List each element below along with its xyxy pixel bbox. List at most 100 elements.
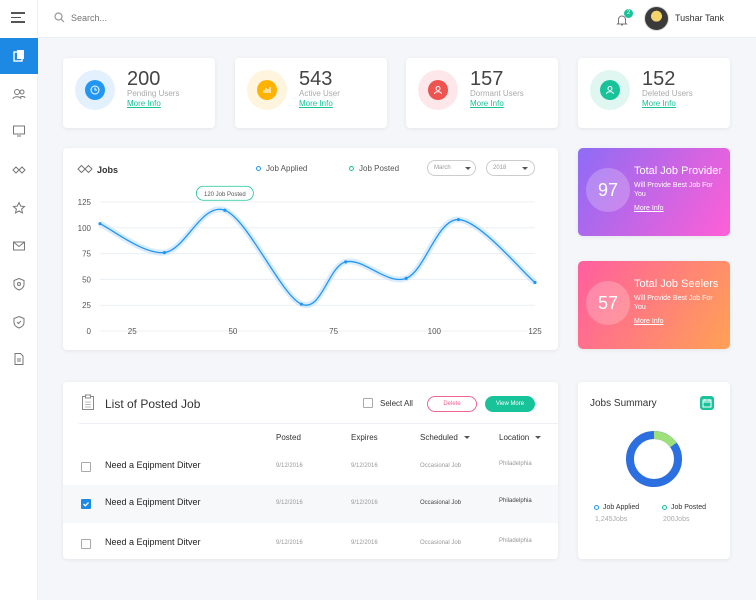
provider-count: 97 bbox=[586, 168, 630, 212]
more-info-link[interactable]: More Info bbox=[642, 99, 676, 108]
data-point[interactable] bbox=[98, 222, 102, 226]
more-info-link[interactable]: More Info bbox=[299, 99, 333, 108]
mail-icon[interactable] bbox=[0, 228, 38, 264]
stat-card-dormant: 157 Dormant Users More Info bbox=[406, 58, 558, 128]
x-tick-label: 75 bbox=[329, 327, 338, 336]
location: Philadelphia bbox=[499, 538, 532, 544]
star-icon[interactable] bbox=[0, 190, 38, 226]
tooltip bbox=[195, 185, 254, 201]
scheduled-type: Occasional Job bbox=[420, 500, 462, 506]
table-row[interactable]: Need a Eqipment Ditver 9/12/2016 9/12/20… bbox=[63, 525, 558, 559]
stat-value: 543 bbox=[299, 68, 333, 90]
view-more-button[interactable]: View More bbox=[485, 396, 535, 412]
stat-value: 200 bbox=[127, 68, 161, 90]
y-tick-label: 100 bbox=[78, 224, 92, 233]
provider-subtitle: Will Provide Best Job For You bbox=[634, 182, 713, 198]
applied-value: 1,245Jobs bbox=[595, 516, 628, 523]
data-point[interactable] bbox=[404, 276, 408, 280]
job-list-title: List of Posted Job bbox=[105, 397, 201, 411]
data-point[interactable] bbox=[533, 280, 537, 285]
column-header-scheduled[interactable]: Scheduled bbox=[420, 433, 470, 442]
location: Philadelphia bbox=[499, 498, 532, 504]
job-provider-card: 97 Total Job Provider Will Provide Best … bbox=[578, 148, 730, 236]
jobs-line-chart: 0 25 50 75 100 125 25 50 75 100 125 120 Job Posted bbox=[78, 185, 542, 336]
select-all[interactable]: Select All bbox=[363, 398, 413, 408]
topbar: 2 Tushar Tank bbox=[38, 0, 756, 38]
monitor-icon[interactable] bbox=[0, 113, 38, 149]
expires-date: 9/12/2016 bbox=[351, 500, 378, 506]
select-all-checkbox[interactable] bbox=[363, 398, 373, 408]
chart-title: Jobs bbox=[97, 165, 119, 175]
handshake-icon[interactable] bbox=[0, 152, 38, 188]
notification-button[interactable]: 2 bbox=[616, 9, 633, 31]
shield-check-icon[interactable] bbox=[0, 304, 38, 340]
stat-label: Active User bbox=[299, 89, 340, 98]
data-point[interactable] bbox=[344, 260, 348, 264]
y-tick-label: 75 bbox=[82, 250, 91, 259]
stat-label: Deleted Users bbox=[642, 89, 693, 98]
provider-title: Total Job Provider bbox=[634, 165, 723, 177]
delete-button[interactable]: Delete bbox=[427, 396, 477, 412]
stat-card-pending: 200 Pending Users More Info bbox=[63, 58, 215, 128]
series-line-job-applied bbox=[99, 208, 536, 306]
chevron-down-icon bbox=[522, 166, 528, 170]
data-point[interactable] bbox=[456, 217, 461, 222]
x-tick-label: 125 bbox=[528, 327, 542, 336]
scheduled-type: Occasional Job bbox=[420, 540, 462, 546]
legend-job-applied: Job Applied bbox=[594, 504, 639, 511]
bar-chart-icon bbox=[247, 70, 287, 110]
legend-job-applied: Job Applied bbox=[256, 164, 307, 173]
row-checkbox[interactable] bbox=[81, 462, 91, 472]
more-info-link[interactable]: More Info bbox=[127, 99, 161, 108]
row-checkbox[interactable] bbox=[81, 539, 91, 549]
column-header-location[interactable]: Location bbox=[499, 433, 542, 442]
tooltip-text: 120 Job Posted bbox=[204, 192, 246, 198]
year-select[interactable]: 2018 bbox=[486, 160, 535, 176]
seekers-subtitle: Will Provide Best Job For You bbox=[634, 295, 713, 311]
menu-icon[interactable] bbox=[11, 12, 25, 23]
dashboard-icon[interactable] bbox=[0, 38, 38, 74]
seekers-title: Total Job Seelers bbox=[634, 278, 719, 290]
data-point[interactable] bbox=[162, 250, 167, 255]
row-checkbox[interactable] bbox=[81, 499, 91, 509]
job-name: Need a Eqipment Ditver bbox=[105, 497, 201, 507]
posted-value: 200Jobs bbox=[663, 516, 690, 523]
job-name: Need a Eqipment Ditver bbox=[105, 537, 201, 547]
document-icon[interactable] bbox=[0, 341, 38, 377]
data-point[interactable] bbox=[223, 208, 227, 212]
stat-card-deleted: 152 Deleted Users More Info bbox=[578, 58, 730, 128]
more-info-link[interactable]: More Info bbox=[634, 318, 664, 325]
y-tick-label: 25 bbox=[82, 301, 91, 310]
x-tick-label: 25 bbox=[128, 327, 137, 336]
clock-icon bbox=[75, 70, 115, 110]
notification-badge: 2 bbox=[624, 9, 633, 18]
table-row[interactable]: Need a Eqipment Ditver 9/12/2016 9/12/20… bbox=[63, 485, 558, 523]
month-select[interactable]: March bbox=[427, 160, 476, 176]
legend-job-posted: Job Posted bbox=[662, 504, 706, 511]
clipboard-icon bbox=[82, 394, 94, 410]
shield-icon[interactable] bbox=[0, 266, 38, 302]
x-tick-label: 50 bbox=[228, 327, 237, 336]
more-info-link[interactable]: More Info bbox=[470, 99, 504, 108]
column-header-posted[interactable]: Posted bbox=[276, 433, 301, 442]
expires-date: 9/12/2016 bbox=[351, 463, 378, 469]
stat-value: 152 bbox=[642, 68, 676, 90]
more-info-link[interactable]: More Info bbox=[634, 205, 664, 212]
calendar-icon[interactable] bbox=[700, 396, 714, 410]
stat-label: Dormant Users bbox=[470, 89, 524, 98]
donut-segment-posted bbox=[626, 431, 682, 487]
search-icon bbox=[54, 12, 65, 23]
table-row[interactable]: Need a Eqipment Ditver 9/12/2016 9/12/20… bbox=[63, 448, 558, 486]
jobs-donut-chart bbox=[626, 431, 682, 487]
users-icon[interactable] bbox=[0, 76, 38, 112]
column-header-expires[interactable]: Expires bbox=[351, 433, 378, 442]
search-bar[interactable] bbox=[54, 12, 231, 23]
user-deleted-icon bbox=[590, 70, 630, 110]
search-input[interactable] bbox=[71, 12, 231, 23]
avatar[interactable] bbox=[644, 6, 669, 31]
sidebar bbox=[0, 0, 38, 600]
jobs-summary-card: Jobs Summary Job Applied Job Posted 1,24… bbox=[578, 382, 730, 559]
user-name[interactable]: Tushar Tank bbox=[675, 13, 725, 23]
user-icon bbox=[418, 70, 458, 110]
data-point[interactable] bbox=[299, 302, 303, 306]
